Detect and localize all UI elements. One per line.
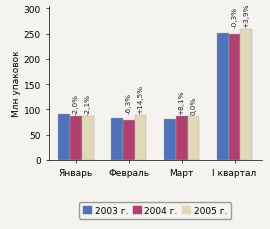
Text: 0,0%: 0,0% — [190, 96, 197, 114]
Y-axis label: Млн упаковок: Млн упаковок — [12, 50, 21, 117]
Bar — [135, 115, 146, 160]
Text: -0,3%: -0,3% — [232, 7, 238, 28]
Text: -2,0%: -2,0% — [73, 94, 79, 114]
Bar — [229, 35, 241, 160]
Legend: 2003 г., 2004 г., 2005 г.: 2003 г., 2004 г., 2005 г. — [79, 203, 231, 219]
Bar — [58, 114, 70, 160]
Text: +3,9%: +3,9% — [243, 4, 249, 28]
Text: -6,3%: -6,3% — [126, 93, 132, 114]
Bar — [217, 33, 229, 160]
Bar — [188, 116, 199, 160]
Text: +8,1%: +8,1% — [179, 90, 185, 114]
Bar — [241, 30, 252, 160]
Text: +14,5%: +14,5% — [137, 85, 144, 114]
Bar — [123, 120, 135, 160]
Bar — [111, 118, 123, 160]
Bar — [176, 116, 188, 160]
Bar — [70, 116, 82, 160]
Bar — [164, 119, 176, 160]
Bar — [82, 116, 93, 160]
Text: -2,1%: -2,1% — [85, 94, 91, 114]
